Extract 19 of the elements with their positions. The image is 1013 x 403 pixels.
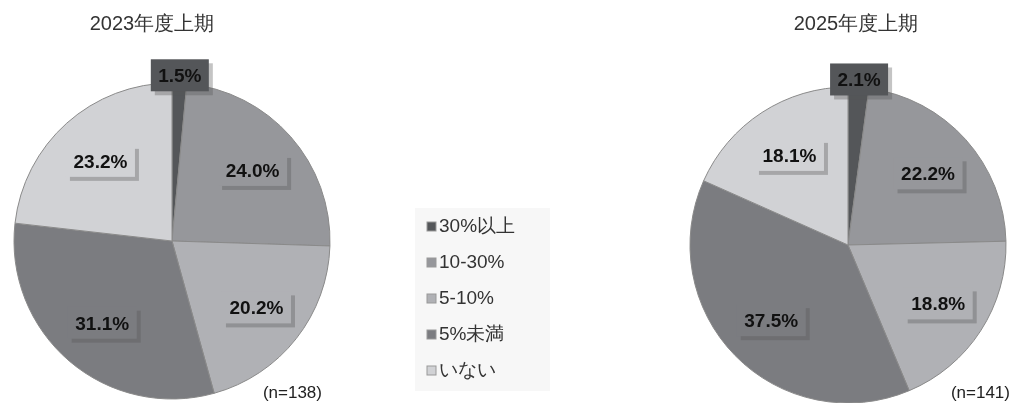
text: (n=141) [950,383,1010,402]
legend-label: 5-10% [439,287,495,308]
data-label: 2.1% [837,69,881,91]
legend-label: 5%未満 [439,323,505,344]
legend-label: 10-30% [439,251,505,272]
data-label: 18.8% [911,293,966,315]
text: (n=138) [262,383,322,402]
data-label: 20.2% [229,297,284,319]
chart-title: 2025年度上期 [793,12,919,34]
data-label: 18.1% [762,144,817,166]
data-label: 1.5% [158,65,202,87]
legend-label: いない [439,359,496,380]
data-label: 23.2% [73,150,128,172]
data-label: 22.2% [901,163,956,185]
data-label: 37.5% [744,310,799,332]
chart-title: 2023年度上期 [89,12,215,34]
data-label: 24.0% [225,159,280,181]
legend-label: 30%以上 [439,215,516,236]
data-label: 31.1% [75,312,130,334]
